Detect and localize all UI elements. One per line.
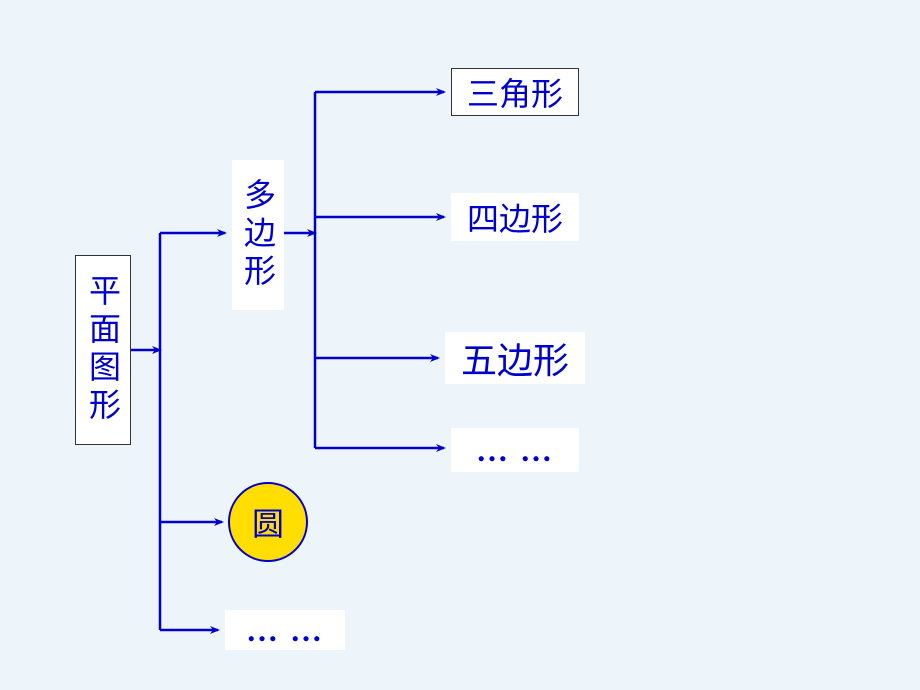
quadrilateral-node: 四边形 [451,193,579,241]
more-l2-node: … … [225,610,345,650]
quadrilateral-label: 四边形 [467,194,563,240]
circle-node: 圆 [228,482,308,562]
polygon-label: 多边形 [235,178,281,292]
more-l3-node: … … [451,428,579,472]
root-node: 平面图形 [75,255,131,445]
more-l2-label: … … [246,612,324,649]
pentagon-label: 五边形 [461,332,569,384]
triangle-label: 三角形 [467,69,563,115]
pentagon-node: 五边形 [445,332,585,384]
triangle-node: 三角形 [451,68,579,116]
more-l3-label: … … [476,432,554,469]
circle-label: 圆 [252,499,284,545]
polygon-node: 多边形 [232,160,284,310]
root-label: 平面图形 [80,274,126,426]
